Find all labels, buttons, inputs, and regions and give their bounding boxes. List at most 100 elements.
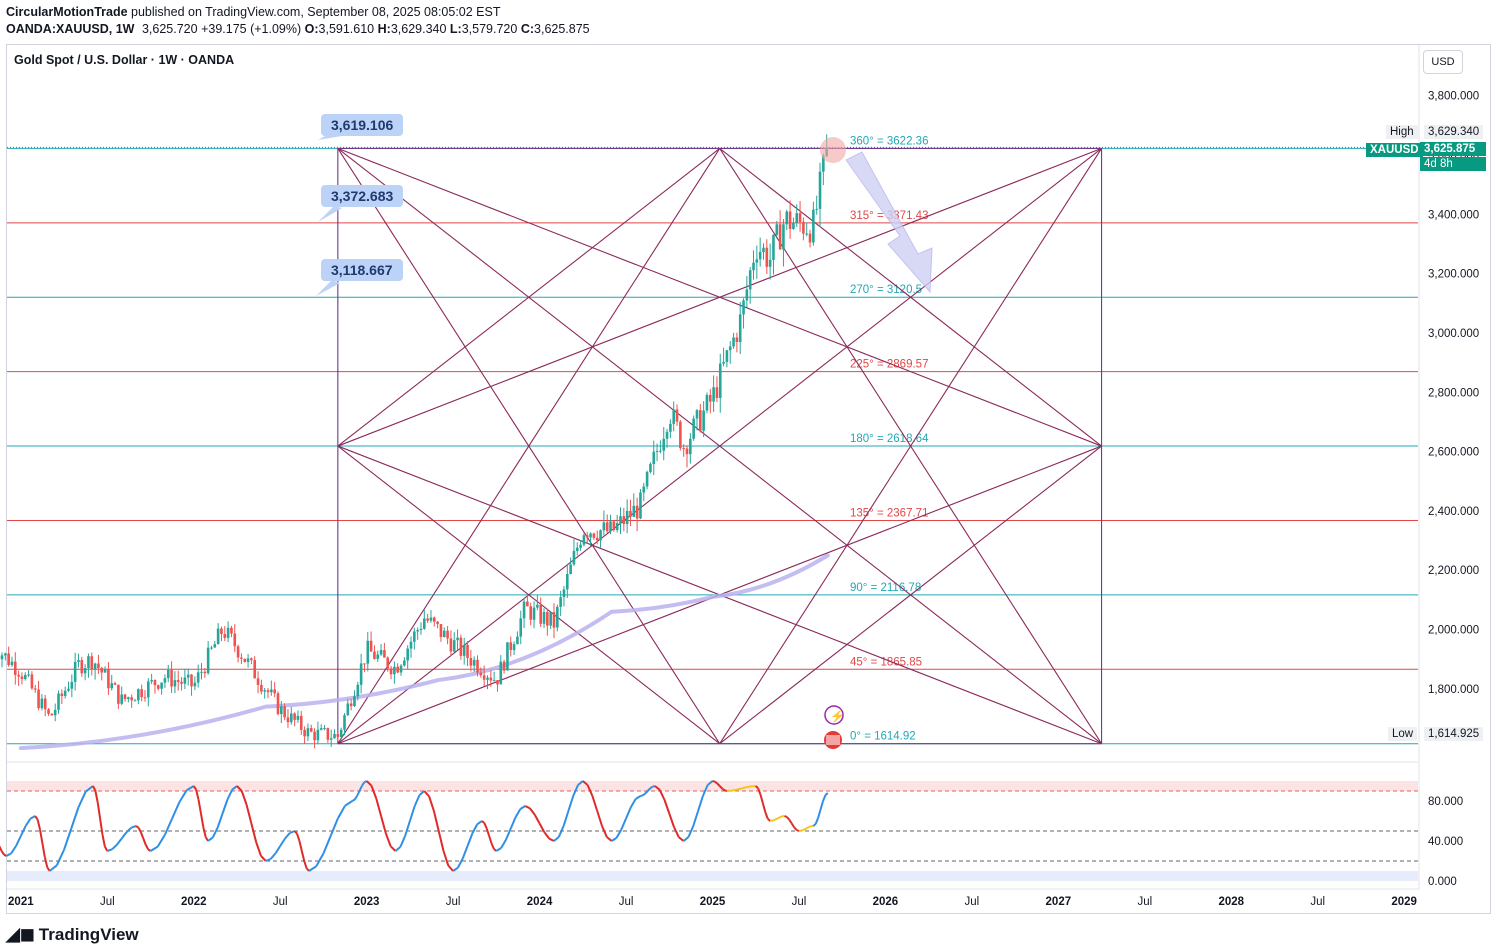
- candle-body: [679, 421, 682, 449]
- candle-body: [499, 661, 503, 685]
- candle-body: [685, 448, 689, 455]
- author-name[interactable]: CircularMotionTrade: [6, 5, 128, 19]
- oscillator-segment: [399, 835, 407, 848]
- candle-body: [762, 247, 765, 252]
- oscillator-segment: [567, 795, 575, 812]
- candle-body: [582, 535, 586, 545]
- oscillator-segment: [3, 853, 7, 857]
- open-value: 3,591.610: [318, 22, 375, 36]
- candle-body: [562, 589, 566, 598]
- oscillator-segment: [156, 834, 166, 848]
- y-axis-label: 3,200.000: [1428, 269, 1479, 281]
- oscillator-segment: [63, 828, 73, 851]
- candle-body: [682, 448, 685, 450]
- candle-body: [516, 636, 519, 645]
- oscillator-segment: [394, 846, 401, 852]
- close-value: 3,625.875: [534, 22, 590, 36]
- low-value: 3,579.720: [461, 22, 518, 36]
- oscillator-segment: [649, 785, 654, 790]
- close-label: C:: [520, 22, 535, 36]
- candle-body: [103, 668, 107, 673]
- candle-body: [649, 464, 652, 472]
- candle-body: [605, 522, 609, 532]
- overbought-zone: [7, 781, 1418, 791]
- candle-body: [409, 641, 413, 649]
- low-label-tag: Low: [1388, 727, 1418, 741]
- candle-body: [695, 410, 699, 419]
- candle-body: [100, 668, 104, 673]
- oscillator-segment: [663, 799, 671, 814]
- candle-body: [456, 637, 459, 641]
- candle-body: [137, 689, 140, 701]
- candle-body: [652, 451, 656, 465]
- x-axis-label: Jul: [619, 896, 634, 908]
- candle-body: [73, 661, 77, 682]
- oscillator-segment: [226, 789, 234, 801]
- price-callout-2[interactable]: 3,372.683: [321, 185, 404, 207]
- candle-body: [156, 685, 160, 689]
- price-callout-1[interactable]: 3,619.106: [321, 114, 404, 136]
- oscillator-segment: [186, 785, 195, 792]
- candle-body: [602, 522, 606, 531]
- oscillator-segment: [812, 823, 817, 827]
- oscillator-segment: [509, 816, 517, 829]
- candle-body: [692, 418, 695, 439]
- candle-body: [120, 694, 124, 704]
- oscillator-segment: [322, 835, 332, 854]
- oscillator-segment: [611, 837, 617, 842]
- candle-body: [256, 678, 260, 685]
- oscillator-segment: [116, 837, 123, 846]
- candle-body: [665, 431, 669, 439]
- oscillator-segment: [260, 855, 267, 862]
- candle-body: [90, 656, 94, 670]
- oscillator-segment: [423, 790, 430, 798]
- x-axis-label: 2026: [873, 896, 899, 908]
- oscillator-segment: [779, 815, 783, 819]
- oscillator-segment: [303, 860, 308, 869]
- gann-square: [337, 147, 1103, 745]
- oscillator-segment: [755, 785, 759, 790]
- candle-body: [712, 387, 715, 402]
- open-label: O:: [304, 22, 319, 36]
- oscillator-segment: [538, 823, 546, 833]
- candle-body: [10, 661, 14, 666]
- high-label: H:: [377, 22, 391, 36]
- oscillator-segment: [668, 813, 676, 828]
- oscillator-segment: [120, 831, 128, 840]
- oscillator-segment: [447, 864, 454, 872]
- lightning-event-icon[interactable]: [824, 705, 844, 725]
- oscillator-segment: [761, 803, 767, 813]
- publisher-line: CircularMotionTrade published on Trading…: [6, 5, 500, 19]
- candle-body: [63, 690, 67, 696]
- oscillator-segment: [370, 785, 378, 799]
- oscillator-segment: [514, 808, 522, 818]
- oscillator-segment: [642, 792, 646, 797]
- candle-body: [675, 409, 679, 422]
- y-axis-label: 2,000.000: [1428, 625, 1479, 637]
- candle-body: [699, 410, 702, 431]
- oscillator-segment: [130, 825, 137, 829]
- high-value: 3,629.340: [390, 22, 447, 36]
- oscillator-segment: [776, 816, 781, 820]
- candle-body: [452, 640, 456, 652]
- price-callout-3[interactable]: 3,118.667: [321, 259, 403, 281]
- candle-body: [316, 729, 320, 741]
- candle-body: [393, 666, 396, 675]
- brand-name: TradingView: [38, 925, 139, 944]
- candle-body: [446, 630, 449, 639]
- tradingview-logo[interactable]: ◢◼ TradingView: [6, 924, 139, 945]
- chart-frame[interactable]: [6, 44, 1491, 914]
- candle-body: [150, 680, 153, 682]
- y-axis-label: 2,400.000: [1428, 506, 1479, 518]
- candle-body: [619, 516, 622, 524]
- candle-body: [615, 523, 619, 531]
- candle-body: [466, 644, 469, 658]
- candle-body: [183, 677, 187, 684]
- candle-body: [502, 661, 506, 671]
- candle-body: [632, 505, 636, 517]
- candle-body: [213, 644, 217, 648]
- gann-line: [337, 445, 721, 745]
- candle-body: [795, 213, 799, 223]
- currency-button[interactable]: USD: [1423, 50, 1463, 74]
